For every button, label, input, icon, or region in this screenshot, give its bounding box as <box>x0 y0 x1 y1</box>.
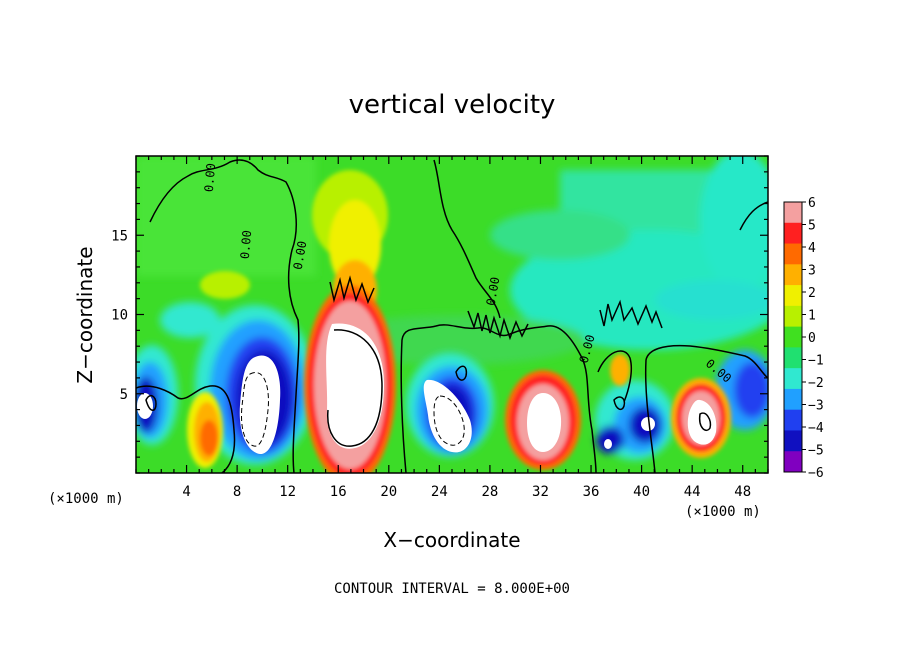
colorbar-swatch <box>784 451 802 473</box>
colorbar-label: 3 <box>808 264 816 279</box>
colorbar-label: 2 <box>808 286 816 301</box>
colorbar-swatch <box>784 409 802 431</box>
y-tick-label: 10 <box>111 308 128 324</box>
colorbar-swatch <box>784 326 802 348</box>
y-axis: 5 10 15 <box>111 155 768 474</box>
x-tick-label: 28 <box>481 484 498 500</box>
colorbar-swatch <box>784 430 802 452</box>
colorbar: 6 5 4 3 2 1 0 −1 −2 −3 −4 −5 −6 <box>783 196 824 481</box>
negative-contours <box>241 372 465 447</box>
colorbar-label: −6 <box>808 466 824 481</box>
colorbar-swatch <box>784 305 802 328</box>
colorbar-label: −5 <box>808 444 824 459</box>
colorbar-label: 6 <box>808 196 816 211</box>
x-tick-label: 40 <box>633 484 650 500</box>
colorbar-label: 0 <box>808 331 816 346</box>
plot-area: 0.00 0.00 0.00 0.00 0.00 0.00 <box>136 156 768 473</box>
colorbar-swatch <box>784 202 802 224</box>
colorbar-swatch <box>784 347 802 369</box>
contour-label: 0.00 <box>484 276 503 307</box>
x-tick-label: 44 <box>684 484 701 500</box>
x-tick-label: 8 <box>233 484 241 500</box>
colorbar-label: 1 <box>808 309 816 324</box>
zero-contours <box>136 159 768 473</box>
contour-label: 0.00 <box>238 230 254 260</box>
colorbar-label: 5 <box>808 219 816 234</box>
x-unit-label-right: (×1000 m) <box>685 504 761 520</box>
y-axis-title: Z−coordinate <box>73 246 97 383</box>
x-tick-label: 16 <box>330 484 347 500</box>
contour-label: 0.00 <box>202 163 218 193</box>
y-tick-label: 15 <box>111 228 128 244</box>
colorbar-label: −3 <box>808 399 824 414</box>
saturated-cores <box>137 323 717 455</box>
colorbar-swatch <box>784 388 802 411</box>
colorbar-swatch <box>784 368 802 390</box>
x-axis-title: X−coordinate <box>383 528 520 552</box>
colorbar-swatch <box>784 222 802 245</box>
x-tick-label: 48 <box>734 484 751 500</box>
colorbar-label: −2 <box>808 376 824 391</box>
chart-title: vertical velocity <box>349 90 556 120</box>
x-tick-label: 32 <box>532 484 549 500</box>
contour-interval-note: CONTOUR INTERVAL = 8.000E+00 <box>334 581 570 597</box>
colorbar-label: 4 <box>808 241 816 256</box>
x-axis: 4 8 12 16 20 24 28 32 36 40 44 48 <box>135 156 769 500</box>
x-unit-label-left: (×1000 m) <box>48 491 124 507</box>
x-tick-label: 4 <box>182 484 190 500</box>
y-tick-label: 5 <box>120 387 128 403</box>
colorbar-label: −1 <box>808 354 824 369</box>
colorbar-swatch <box>784 264 802 286</box>
x-tick-label: 36 <box>583 484 600 500</box>
x-tick-label: 12 <box>279 484 296 500</box>
x-tick-label: 20 <box>380 484 397 500</box>
colorbar-swatch <box>784 285 802 307</box>
colorbar-swatch <box>784 243 802 265</box>
contour-label: 0.00 <box>291 240 310 271</box>
x-tick-label: 24 <box>431 484 448 500</box>
colorbar-label: −4 <box>808 421 824 436</box>
